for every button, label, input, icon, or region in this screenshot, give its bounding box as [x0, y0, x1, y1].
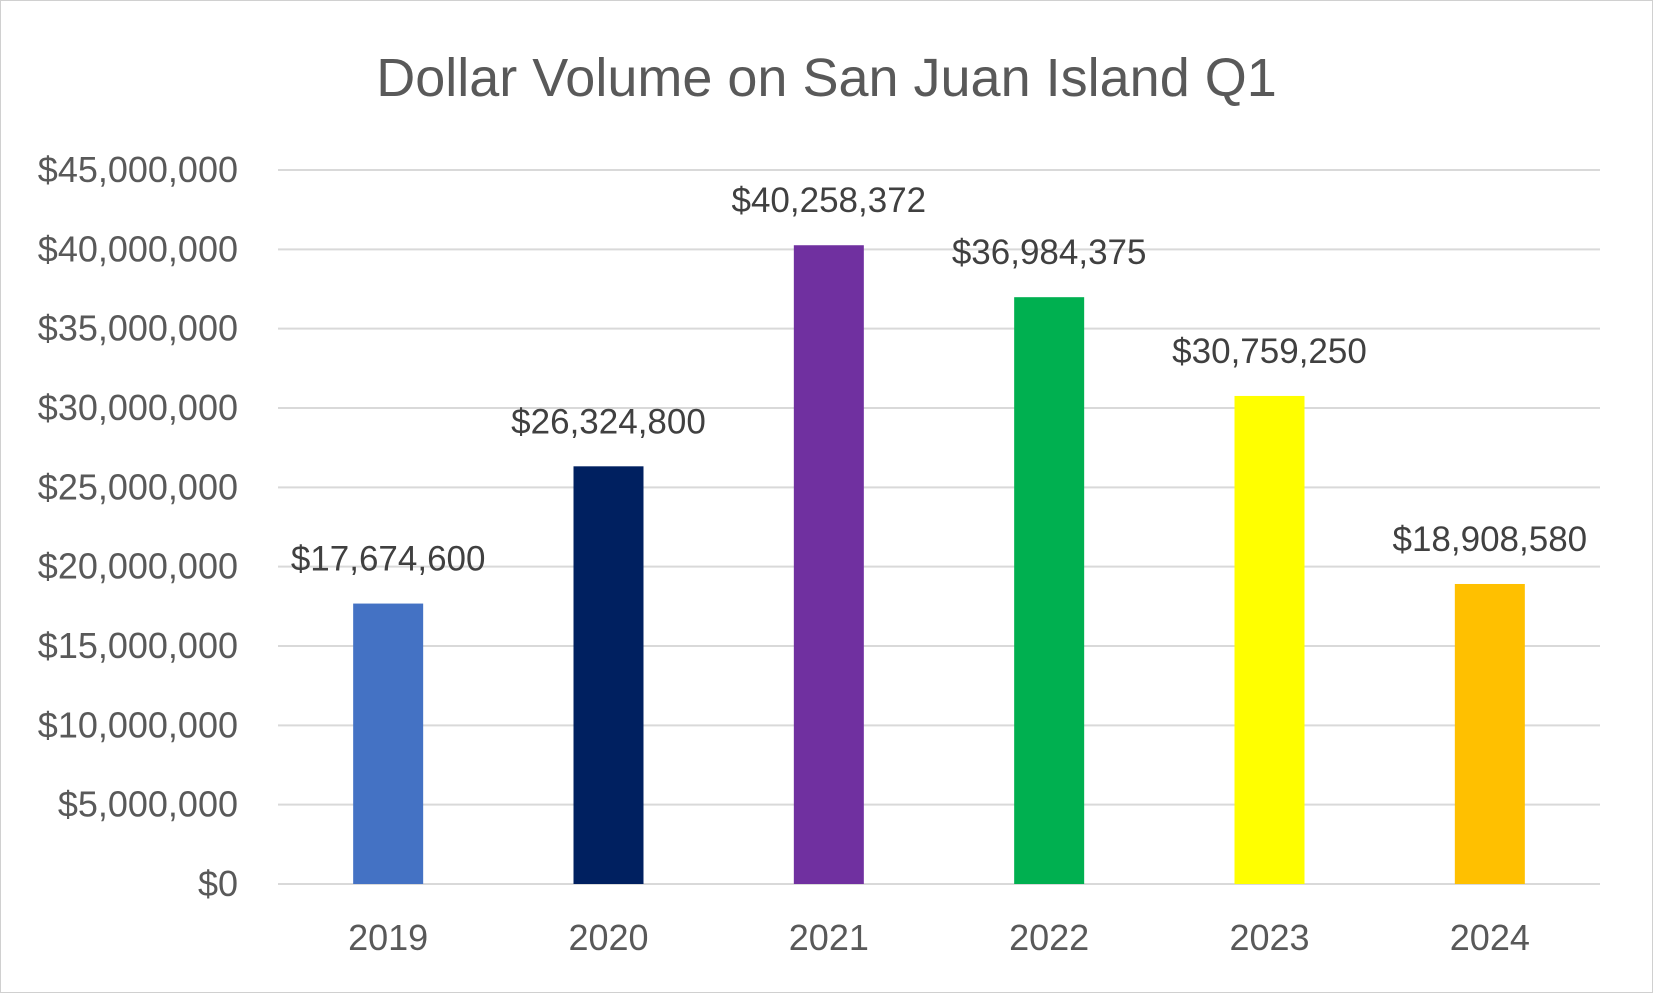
data-labels: $17,674,600 $26,324,800 $40,258,372 $36,984… [291, 181, 1587, 578]
bars [353, 245, 1525, 884]
gridlines [278, 169, 1600, 885]
y-tick-label: $45,000,000 [38, 149, 238, 190]
bar-2022 [1014, 297, 1085, 884]
bar-2020 [573, 466, 644, 884]
chart-title: Dollar Volume on San Juan Island Q1 [376, 48, 1277, 108]
y-tick-label: $25,000,000 [38, 466, 238, 507]
y-tick-label: $35,000,000 [38, 308, 238, 349]
data-label-2020: $26,324,800 [511, 402, 706, 441]
y-tick-label: $10,000,000 [38, 704, 238, 745]
bar-2023 [1234, 395, 1305, 884]
x-axis-category-labels: 2019 2020 2021 2022 2023 2024 [348, 917, 1530, 958]
y-tick-label: $15,000,000 [38, 625, 238, 666]
data-label-2022: $36,984,375 [952, 233, 1147, 272]
data-label-2024: $18,908,580 [1393, 520, 1588, 559]
y-tick-label: $0 [198, 863, 238, 904]
y-tick-label: $5,000,000 [58, 784, 238, 825]
data-label-2021: $40,258,372 [732, 181, 927, 220]
category-label-2024: 2024 [1450, 917, 1530, 958]
y-tick-label: $30,000,000 [38, 387, 238, 428]
data-label-2023: $30,759,250 [1172, 332, 1367, 371]
bar-2019 [353, 603, 424, 884]
category-label-2022: 2022 [1009, 917, 1089, 958]
category-label-2021: 2021 [789, 917, 869, 958]
category-label-2019: 2019 [348, 917, 428, 958]
data-label-2019: $17,674,600 [291, 540, 486, 579]
y-tick-label: $20,000,000 [38, 546, 238, 587]
bar-2021 [793, 245, 864, 884]
y-tick-label: $40,000,000 [38, 228, 238, 269]
y-axis-tick-labels: $0 $5,000,000 $10,000,000 $15,000,000 $20,00… [38, 149, 238, 904]
category-label-2020: 2020 [568, 917, 648, 958]
category-label-2023: 2023 [1229, 917, 1309, 958]
bar-2024 [1454, 583, 1525, 884]
